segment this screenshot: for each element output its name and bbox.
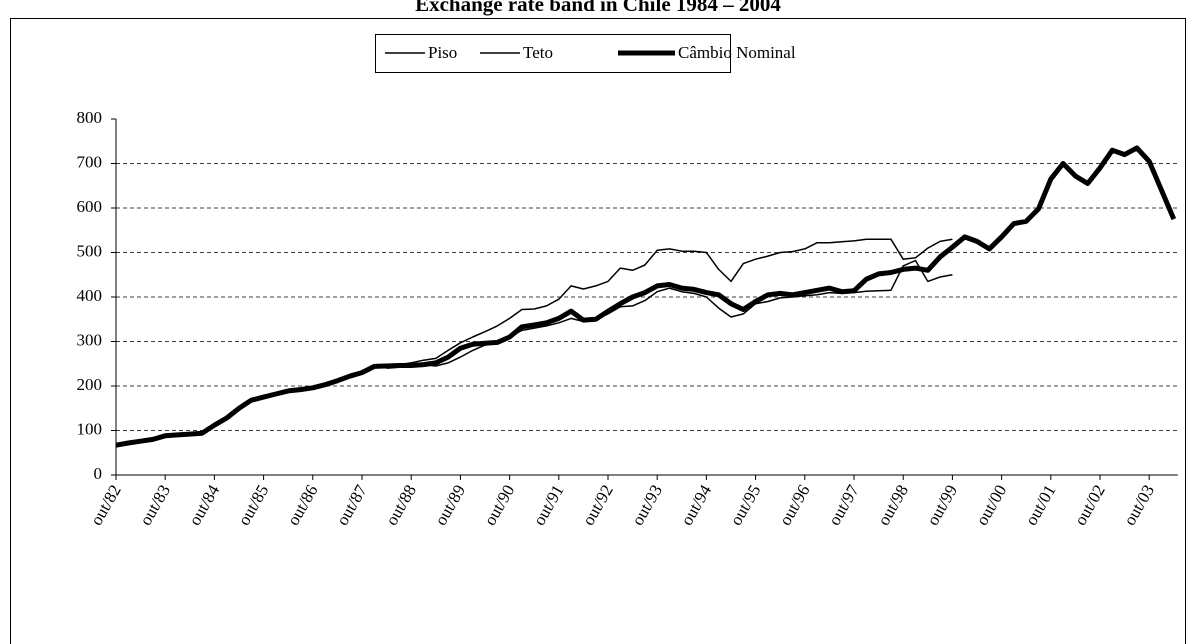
- y-tick-label: 600: [77, 197, 103, 216]
- x-tick-label: out/01: [1021, 481, 1059, 528]
- x-tick-label: out/86: [283, 481, 321, 528]
- x-tick-label: out/97: [825, 481, 863, 529]
- x-tick-label: out/95: [726, 481, 764, 528]
- chart-title: Exchange rate band in Chile 1984 – 2004: [415, 0, 781, 16]
- series-line: [115, 145, 1177, 448]
- x-tick-label: out/85: [234, 481, 272, 528]
- x-tick-label: out/87: [333, 481, 371, 529]
- y-tick-label: 0: [94, 464, 103, 483]
- legend-label: Teto: [523, 43, 553, 62]
- x-tick-label: out/88: [382, 481, 420, 528]
- y-tick-label: 200: [77, 375, 103, 394]
- legend: Piso Teto Câmbio Nominal: [385, 43, 796, 62]
- y-tick-label: 300: [77, 330, 103, 349]
- x-tick-label: out/99: [923, 481, 961, 528]
- x-tick-label: out/83: [136, 481, 174, 528]
- x-tick-label: out/84: [185, 481, 223, 529]
- x-tick-label: out/93: [628, 481, 666, 528]
- x-tick-label: out/96: [775, 481, 813, 528]
- series-line: [386, 238, 953, 367]
- legend-label: Piso: [428, 43, 457, 62]
- x-tick-label: out/03: [1120, 481, 1158, 528]
- x-tick-label: out/00: [972, 481, 1010, 528]
- x-tick-label: out/82: [87, 481, 125, 528]
- y-tick-label: 800: [77, 108, 103, 127]
- chart-border: [10, 18, 1186, 644]
- x-tick-label: out/98: [874, 481, 912, 528]
- y-tick-label: 400: [77, 286, 103, 305]
- x-tick-label: out/94: [677, 481, 715, 529]
- x-tick-label: out/90: [480, 481, 518, 528]
- x-tick-label: out/89: [431, 481, 469, 528]
- x-tick-label: out/91: [529, 481, 567, 528]
- y-tick-label: 700: [77, 152, 103, 171]
- x-tick-label: out/92: [579, 481, 617, 528]
- y-tick-label: 100: [77, 419, 103, 438]
- x-tick-label: out/02: [1071, 481, 1109, 528]
- series-line: [386, 259, 953, 369]
- y-tick-label: 500: [77, 241, 103, 260]
- legend-label: Câmbio Nominal: [678, 43, 796, 62]
